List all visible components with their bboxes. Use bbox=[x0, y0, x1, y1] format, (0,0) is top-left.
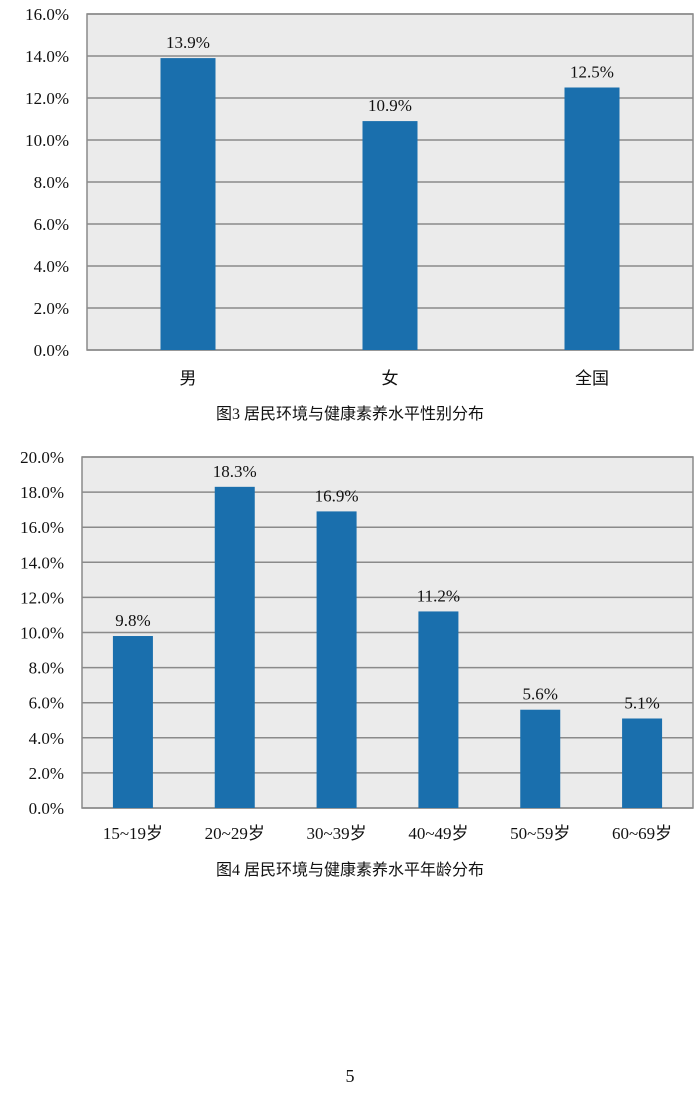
y-tick-label: 6.0% bbox=[29, 694, 64, 713]
data-label: 9.8% bbox=[115, 611, 150, 630]
x-category-label: 女 bbox=[382, 369, 399, 388]
data-label: 12.5% bbox=[570, 63, 614, 82]
bar bbox=[112, 636, 153, 808]
x-category-label: 男 bbox=[180, 369, 197, 388]
y-tick-label: 16.0% bbox=[20, 518, 64, 537]
y-tick-label: 2.0% bbox=[34, 299, 69, 318]
data-label: 13.9% bbox=[166, 33, 210, 52]
y-tick-label: 8.0% bbox=[34, 173, 69, 192]
y-tick-label: 14.0% bbox=[20, 553, 64, 572]
data-label: 16.9% bbox=[315, 486, 359, 505]
x-category-label: 40~49岁 bbox=[408, 824, 468, 843]
y-tick-label: 18.0% bbox=[20, 483, 64, 502]
chart2-caption: 图4 居民环境与健康素养水平年龄分布 bbox=[215, 862, 484, 879]
bar bbox=[160, 58, 216, 350]
age-bar-chart: 0.0% 2.0% 4.0% 6.0% 8.0% 10.0% 12.0% 14.0% 16.0%… bbox=[20, 448, 694, 843]
data-label: 11.2% bbox=[417, 586, 460, 605]
x-category-label: 30~39岁 bbox=[306, 824, 366, 843]
x-category-label: 全国 bbox=[575, 369, 609, 388]
bar bbox=[520, 709, 561, 808]
bar bbox=[564, 87, 620, 350]
bar bbox=[316, 511, 357, 808]
y-tick-label: 8.0% bbox=[29, 659, 64, 678]
x-category-label: 20~29岁 bbox=[205, 824, 265, 843]
bar bbox=[418, 611, 459, 808]
data-label: 5.1% bbox=[624, 693, 659, 712]
y-tick-label: 16.0% bbox=[25, 5, 69, 24]
y-tick-label: 12.0% bbox=[20, 588, 64, 607]
page-number: 5 bbox=[345, 1066, 355, 1086]
x-category-label: 15~19岁 bbox=[103, 824, 163, 843]
chart1-caption: 图3 居民环境与健康素养水平性别分布 bbox=[215, 406, 484, 423]
gender-bar-chart: 0.0% 2.0% 4.0% 6.0% 8.0% 10.0% 12.0% 14.0% 16.0%… bbox=[25, 5, 694, 388]
y-tick-label: 4.0% bbox=[29, 729, 64, 748]
y-tick-label: 12.0% bbox=[25, 89, 69, 108]
y-tick-label: 0.0% bbox=[34, 341, 69, 360]
data-label: 10.9% bbox=[368, 96, 412, 115]
y-tick-label: 10.0% bbox=[25, 131, 69, 150]
y-tick-label: 4.0% bbox=[34, 257, 69, 276]
y-tick-label: 14.0% bbox=[25, 47, 69, 66]
y-tick-label: 6.0% bbox=[34, 215, 69, 234]
bar bbox=[622, 718, 663, 808]
data-label: 5.6% bbox=[523, 685, 558, 704]
y-tick-label: 10.0% bbox=[20, 624, 64, 643]
x-category-label: 50~59岁 bbox=[510, 824, 570, 843]
x-category-label: 60~69岁 bbox=[612, 824, 672, 843]
y-tick-label: 0.0% bbox=[29, 799, 64, 818]
bar bbox=[362, 121, 418, 350]
data-label: 18.3% bbox=[213, 462, 257, 481]
bar bbox=[214, 486, 255, 808]
y-tick-label: 2.0% bbox=[29, 764, 64, 783]
y-tick-label: 20.0% bbox=[20, 448, 64, 467]
